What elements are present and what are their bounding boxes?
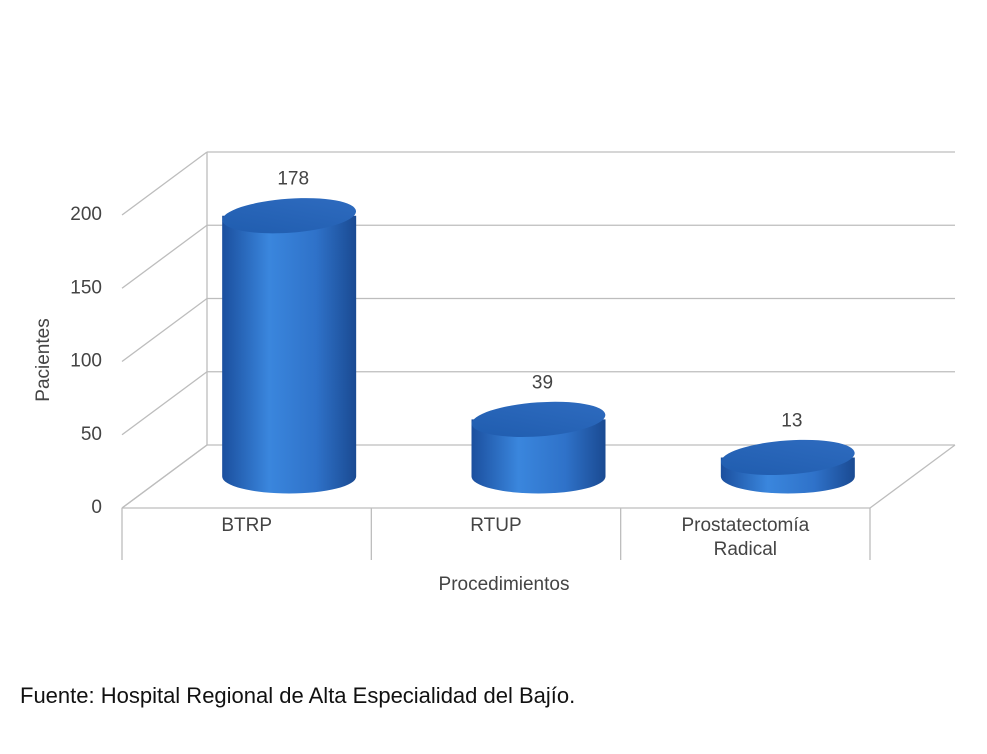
bar [471, 419, 606, 494]
bar-top [471, 401, 606, 437]
y-tick-label: 0 [91, 497, 102, 518]
grid-line [121, 444, 208, 509]
grid-line [121, 371, 208, 436]
grid-line [121, 151, 208, 216]
x-tick-label: RTUP [470, 515, 522, 536]
x-axis-label: Procedimientos [439, 574, 570, 595]
bar-top [222, 198, 357, 234]
y-axis-label: Pacientes [33, 318, 54, 401]
y-tick-label: 100 [70, 351, 102, 372]
value-label: 13 [781, 410, 802, 431]
x-tick-label: BTRP [221, 515, 272, 536]
value-label: 39 [532, 372, 553, 393]
grid-line [121, 297, 208, 363]
y-tick-label: 200 [70, 204, 102, 225]
floor-edge [869, 444, 956, 509]
grid-line [121, 224, 208, 289]
bar [222, 215, 357, 494]
bar-top [720, 439, 855, 476]
footnote: Fuente: Hospital Regional de Alta Especi… [20, 683, 576, 708]
y-tick-label: 50 [81, 424, 102, 445]
y-tick-label: 150 [70, 277, 102, 298]
value-label: 178 [277, 169, 309, 190]
x-tick-label: Prostatectomía Radical [681, 515, 810, 560]
